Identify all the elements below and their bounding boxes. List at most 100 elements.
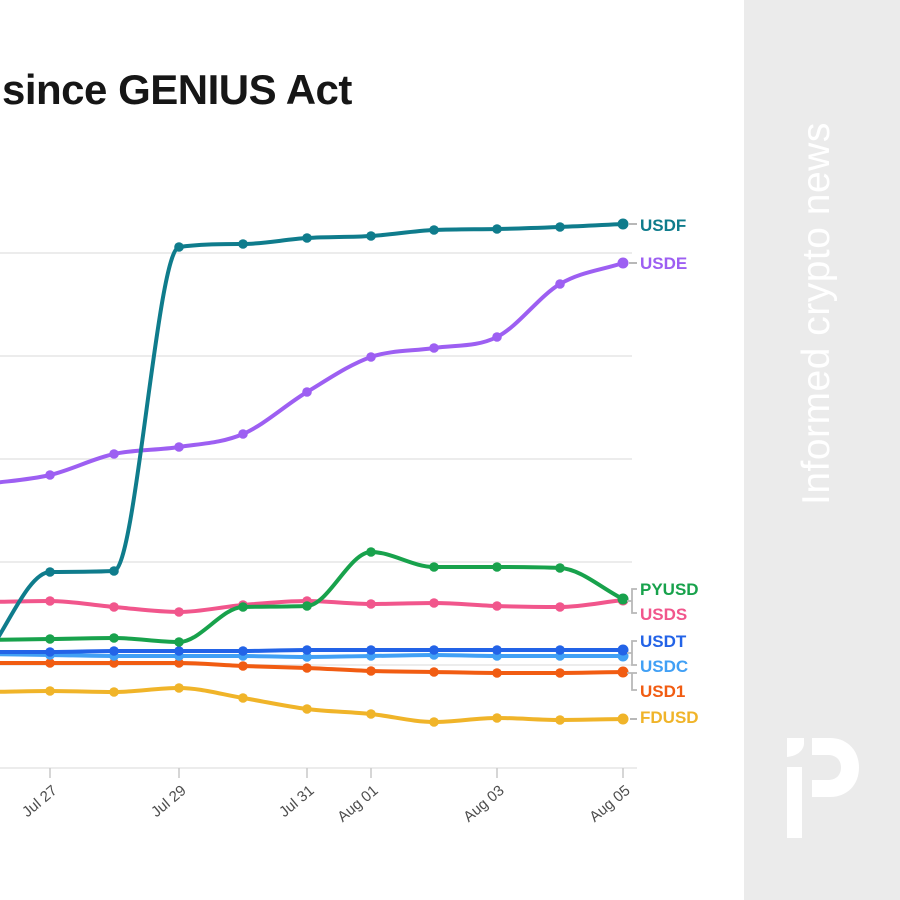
series-point-usdf: [492, 224, 502, 234]
series-point-usdf: [366, 231, 376, 241]
series-point-usdt: [45, 647, 55, 657]
series-line-usdf: [0, 222, 625, 639]
series-point-fdusd: [45, 686, 55, 696]
series-point-usdt: [174, 646, 184, 656]
sidebar: Informed crypto news: [744, 0, 900, 900]
series-point-usdf: [238, 239, 248, 249]
series-point-usdt: [429, 645, 439, 655]
series-point-usdt: [109, 646, 119, 656]
logo-bowl: [812, 738, 859, 797]
series-point-usd1: [492, 668, 502, 678]
series-point-pyusd: [174, 637, 184, 647]
series-line-pyusd: [0, 550, 625, 644]
series-point-usd1: [429, 667, 439, 677]
series-point-pyusd: [45, 634, 55, 644]
series-point-usde: [302, 387, 312, 397]
series-label-pyusd: PYUSD: [640, 580, 699, 599]
series-point-usdt: [366, 645, 376, 655]
logo-stem: [787, 767, 802, 838]
chart-area: since GENIUS Act Jul 27 Jul 29 Jul 31 Aug 0…: [0, 66, 699, 826]
series-point-usdf: [45, 567, 55, 577]
x-axis-label: Aug 05: [586, 782, 633, 826]
series-point-fdusd: [238, 693, 248, 703]
series-point-usdf: [302, 233, 312, 243]
series-point-usdt: [302, 645, 312, 655]
series-point-usde: [555, 279, 565, 289]
series-point-usd1: [617, 666, 629, 678]
series-line-fdusd: [0, 686, 625, 724]
series-point-usds: [366, 599, 376, 609]
series-point-pyusd: [429, 562, 439, 572]
series-label-fdusd: FDUSD: [640, 708, 699, 727]
series-point-usdc: [302, 652, 312, 662]
logo-wedge: [787, 738, 804, 757]
x-axis-label: Aug 01: [334, 782, 381, 826]
series-point-usd1: [555, 668, 565, 678]
series-point-usds: [492, 601, 502, 611]
series-point-fdusd: [366, 709, 376, 719]
label-bracket: [627, 672, 637, 691]
series-point-usd1: [174, 658, 184, 668]
series-line-usde: [0, 261, 625, 485]
series-point-usdf: [555, 222, 565, 232]
series-point-fdusd: [492, 713, 502, 723]
series-point-usde: [492, 332, 502, 342]
series-point-usd1: [302, 663, 312, 673]
series-label-usdf: USDF: [640, 216, 687, 235]
series-point-fdusd: [617, 713, 629, 725]
series-point-usde: [45, 470, 55, 480]
series-point-usdt: [617, 644, 629, 656]
series-point-usdf: [429, 225, 439, 235]
series-point-fdusd: [302, 704, 312, 714]
series-point-usd1: [238, 661, 248, 671]
series-point-pyusd: [238, 602, 248, 612]
series-point-usde: [429, 343, 439, 353]
series-label-usd1: USD1: [640, 682, 686, 701]
series-point-usdf: [617, 218, 629, 230]
series-point-usds: [109, 602, 119, 612]
series-point-usdf: [109, 566, 119, 576]
series-point-fdusd: [109, 687, 119, 697]
label-bracket: [627, 640, 637, 666]
series-point-usde: [109, 449, 119, 459]
label-bracket: [627, 588, 637, 614]
series-line-usds: [0, 598, 625, 614]
brand-logo-icon: [787, 738, 859, 838]
series-point-usdt: [238, 646, 248, 656]
page-title: since GENIUS Act: [2, 66, 352, 113]
series-point-pyusd: [366, 547, 376, 557]
series-point-pyusd: [617, 593, 629, 605]
x-axis-label: Jul 27: [19, 782, 61, 821]
series-point-fdusd: [555, 715, 565, 725]
series-point-usdt: [492, 645, 502, 655]
series-label-usde: USDE: [640, 254, 688, 273]
series-point-usde: [174, 442, 184, 452]
x-axis-label: Jul 29: [148, 782, 190, 821]
chart-svg: Jul 27 Jul 29 Jul 31 Aug 01 Aug 03 Aug 05: [0, 218, 637, 826]
series-label-usdt: USDT: [640, 632, 687, 651]
series-point-pyusd: [109, 633, 119, 643]
series-point-usd1: [109, 658, 119, 668]
series-point-usds: [174, 607, 184, 617]
series-point-usdt: [555, 645, 565, 655]
series-label-usdc: USDC: [640, 657, 689, 676]
series-point-fdusd: [174, 683, 184, 693]
series-label-usds: USDS: [640, 605, 688, 624]
series-point-usds: [429, 598, 439, 608]
series-point-usdf: [174, 242, 184, 252]
series-point-usde: [366, 352, 376, 362]
series-point-fdusd: [429, 717, 439, 727]
series-point-usds: [45, 596, 55, 606]
series-point-usde: [238, 429, 248, 439]
sidebar-tagline: Informed crypto news: [795, 122, 838, 505]
series-point-pyusd: [492, 562, 502, 572]
x-axis-label: Aug 03: [460, 782, 507, 826]
series-point-usd1: [45, 658, 55, 668]
series-point-usde: [617, 257, 629, 269]
series-point-pyusd: [555, 563, 565, 573]
x-axis-label: Jul 31: [276, 782, 318, 821]
series-point-usds: [555, 602, 565, 612]
series-point-pyusd: [302, 601, 312, 611]
series-point-usd1: [366, 666, 376, 676]
